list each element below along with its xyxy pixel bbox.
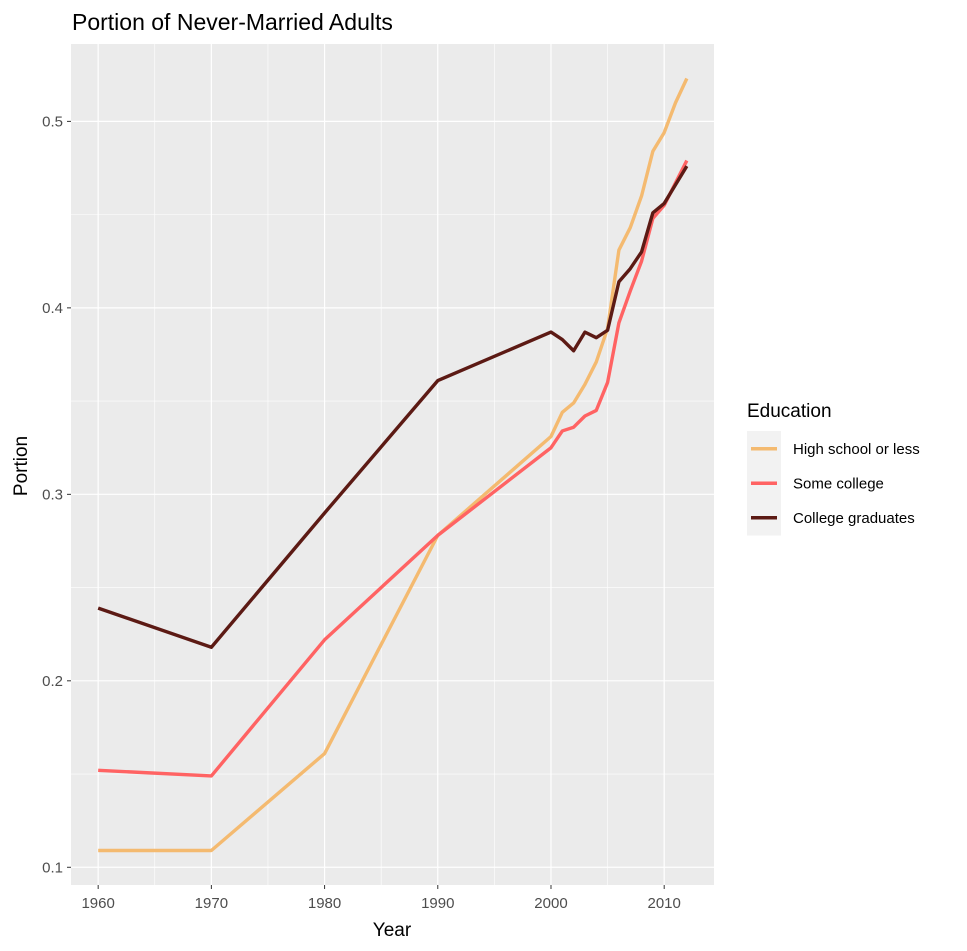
legend: Education High school or less Some colleg… [747,401,920,536]
x-tick-label: 1960 [81,895,114,912]
x-tick-label: 1990 [421,895,454,912]
x-tick-label: 1970 [195,895,228,912]
series-lines [97,77,689,853]
legend-label-3: College graduates [793,510,915,527]
plot-panel [71,44,714,885]
y-tick-label: 0.4 [42,300,63,317]
x-axis-title: Year [373,920,412,941]
x-tick-label: 2010 [648,895,681,912]
y-tick-label: 0.3 [42,486,63,503]
y-tick-label: 0.5 [42,113,63,130]
chart-title: Portion of Never-Married Adults [72,9,393,35]
major-gridlines [71,44,714,885]
series-line-3 [97,165,689,649]
x-axis: 1960 1970 1980 1990 2000 2010 [81,885,681,912]
series-line-1 [98,77,689,853]
x-tick-label: 2000 [534,895,567,912]
x-tick-label: 1980 [308,895,341,912]
y-tick-label: 0.2 [42,673,63,690]
y-axis: 0.1 0.2 0.3 0.4 0.5 [42,113,71,876]
legend-title: Education [747,401,832,422]
y-axis-title: Portion [11,436,32,496]
series-line-2 [98,159,689,778]
legend-label-1: High school or less [793,441,920,458]
y-tick-label: 0.1 [42,859,63,876]
legend-label-2: Some college [793,475,884,492]
